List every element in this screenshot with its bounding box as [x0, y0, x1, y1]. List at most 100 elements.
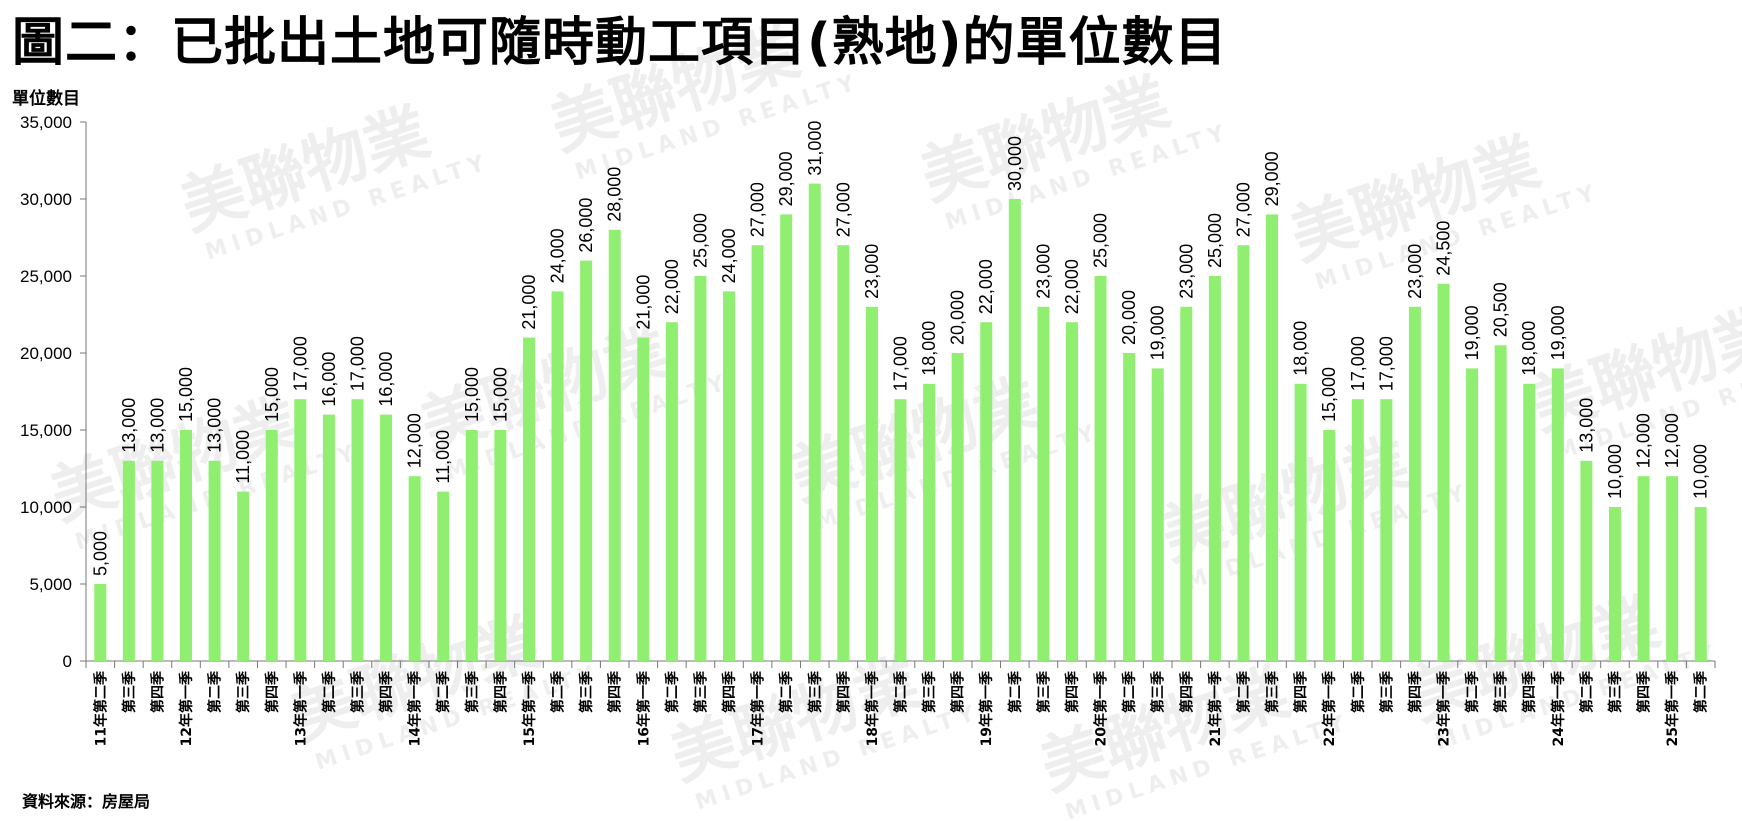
data-label: 18,000 [919, 321, 939, 376]
data-label: 23,000 [1405, 244, 1425, 299]
bar [1380, 399, 1393, 661]
x-tick-label: 第四季 [1636, 671, 1653, 713]
data-label: 22,000 [1062, 259, 1082, 314]
bar [1180, 306, 1193, 661]
bar [751, 245, 764, 661]
data-label: 25,000 [1091, 213, 1111, 268]
data-label: 10,000 [1691, 444, 1711, 499]
x-tick-label: 第四季 [378, 671, 395, 713]
data-label: 11,000 [233, 430, 253, 484]
x-tick-label: 21年第一季 [1207, 671, 1224, 746]
data-label: 12,000 [1662, 413, 1682, 468]
y-tick-label: 30,000 [20, 190, 72, 209]
data-label: 18,000 [1519, 321, 1539, 376]
data-label: 12,000 [1634, 413, 1654, 468]
source-note: 資料來源：房屋局 [22, 792, 151, 811]
x-tick-labels-group: 11年第二季 第三季 第四季 12年第一季 第二季 第三季 第四季 13年第一季 第二季 第三季第… [92, 671, 1709, 746]
x-tick-label: 13年第一季 [292, 671, 309, 746]
data-label: 13,000 [1576, 398, 1596, 453]
bar [980, 322, 993, 661]
x-tick-label: 第四季 [492, 671, 509, 713]
bar [1408, 306, 1421, 661]
data-label: 21,000 [519, 275, 539, 330]
data-label: 19,000 [1148, 305, 1168, 360]
x-tick-label: 第三季 [807, 671, 824, 713]
data-label: 19,000 [1548, 305, 1568, 360]
y-tick-label: 0 [63, 652, 72, 671]
bar [1466, 368, 1479, 661]
data-label: 15,000 [462, 367, 482, 422]
bar [865, 306, 878, 661]
x-tick-label: 第三季 [235, 671, 252, 713]
x-tick-label: 第二季 [1007, 671, 1024, 713]
bars-group [94, 183, 1707, 662]
data-label: 25,000 [1205, 213, 1225, 268]
data-label: 11,000 [433, 430, 453, 484]
x-tick-label: 第二季 [435, 671, 452, 713]
x-tick-label: 第二季 [1464, 671, 1481, 713]
data-label: 17,000 [1376, 336, 1396, 391]
bar [1008, 199, 1021, 661]
x-tick-label: 第二季 [1578, 671, 1595, 713]
bar [780, 214, 793, 661]
x-tick-label: 第三季 [1264, 671, 1281, 713]
bar [94, 584, 107, 661]
bar [494, 430, 507, 661]
bar [1323, 430, 1336, 661]
data-label: 10,000 [1605, 444, 1625, 499]
x-tick-label: 第四季 [721, 671, 738, 713]
bar [380, 414, 393, 661]
x-tick-label: 第三季 [1493, 671, 1510, 713]
x-tick-label: 14年第一季 [407, 671, 424, 746]
bar [1637, 476, 1650, 661]
y-tick-label: 25,000 [20, 267, 72, 286]
x-tick-label: 第四季 [1521, 671, 1538, 713]
bar [465, 430, 478, 661]
data-label: 13,000 [119, 398, 139, 453]
data-label: 20,000 [948, 290, 968, 345]
data-label: 12,000 [405, 413, 425, 468]
x-tick-label: 第二季 [321, 671, 338, 713]
bar [1523, 383, 1536, 661]
data-label: 24,000 [719, 228, 739, 283]
y-tick-label: 5,000 [29, 575, 72, 594]
bar [1151, 368, 1164, 661]
bar [1266, 214, 1279, 661]
y-tick-label: 10,000 [20, 498, 72, 517]
x-tick-label: 第二季 [1121, 671, 1138, 713]
x-tick-label: 第四季 [264, 671, 281, 713]
bar [1437, 283, 1450, 661]
data-label: 29,000 [776, 151, 796, 206]
x-tick-label: 第三季 [121, 671, 138, 713]
bar [1580, 460, 1593, 661]
bar [580, 260, 593, 661]
data-label: 23,000 [1176, 244, 1196, 299]
x-tick-label: 23年第一季 [1436, 671, 1453, 746]
x-tick-label: 12年第一季 [178, 671, 195, 746]
x-tick-label: 第三季 [692, 671, 709, 713]
data-label: 31,000 [805, 121, 825, 176]
x-tick-label: 第四季 [607, 671, 624, 713]
x-tick-label: 第二季 [550, 671, 567, 713]
x-tick-label: 第二季 [664, 671, 681, 713]
x-tick-label: 第二季 [1350, 671, 1367, 713]
data-label: 27,000 [748, 182, 768, 237]
x-tick-label: 第三季 [350, 671, 367, 713]
bar [1065, 322, 1078, 661]
bar [208, 460, 221, 661]
bar [1608, 507, 1621, 661]
x-tick-label: 20年第一季 [1093, 671, 1110, 746]
data-label: 23,000 [862, 244, 882, 299]
data-label: 15,000 [176, 367, 196, 422]
x-tick-label: 第四季 [1064, 671, 1081, 713]
x-tick-label: 第四季 [835, 671, 852, 713]
x-tick-label: 第三季 [464, 671, 481, 713]
bar [923, 383, 936, 661]
data-label: 17,000 [1348, 336, 1368, 391]
